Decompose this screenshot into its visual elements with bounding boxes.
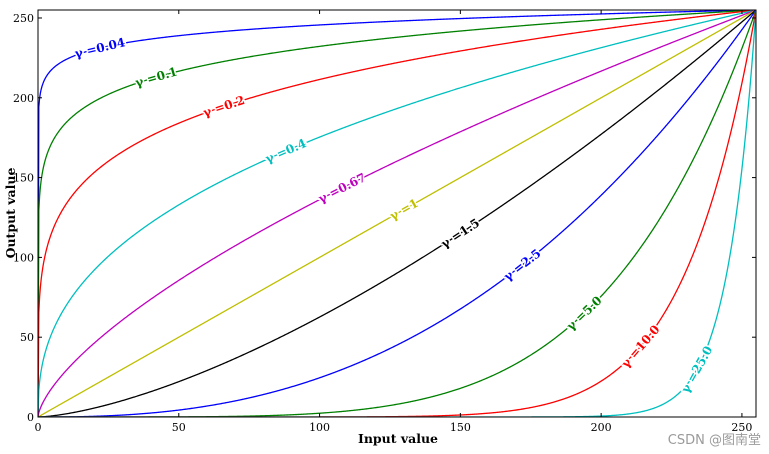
x-tick-label: 250 — [731, 421, 752, 434]
x-tick-label: 50 — [172, 421, 186, 434]
curve-gamma-0.1 — [38, 10, 756, 417]
y-tick-label: 100 — [13, 251, 34, 264]
curve-label: γ =0.1 — [134, 64, 179, 89]
curve-gamma-0.4 — [38, 10, 756, 417]
plot-frame — [37, 9, 757, 418]
curve-label: γ =25.0 — [678, 344, 715, 396]
y-axis-title: Output value — [3, 168, 18, 259]
y-tick-label: 0 — [27, 411, 34, 424]
curve-gamma-1 — [38, 10, 756, 417]
curve-label: γ =2.5 — [501, 246, 543, 284]
y-tick-label: 150 — [13, 172, 34, 185]
curve-gamma-25 — [38, 10, 756, 417]
curve-gamma-0.2 — [38, 10, 756, 417]
curve-gamma-1.5 — [38, 10, 756, 417]
x-tick-label: 0 — [35, 421, 42, 434]
curve-label: γ =0.04 — [73, 35, 126, 61]
curve-gamma-0.04 — [38, 10, 756, 417]
curve-label: γ =0.4 — [263, 136, 308, 166]
x-axis-title: Input value — [358, 431, 438, 446]
x-tick-label: 100 — [309, 421, 330, 434]
x-tick-label: 200 — [591, 421, 612, 434]
x-tick-label: 150 — [450, 421, 471, 434]
y-tick-label: 50 — [20, 331, 34, 344]
curve-label: γ =0.2 — [201, 93, 246, 120]
curve-label: γ =0.67 — [316, 170, 368, 206]
curve-gamma-0.67 — [38, 10, 756, 417]
curve-label: γ =5.0 — [564, 293, 605, 333]
curve-label: γ =1.5 — [439, 216, 483, 251]
y-tick-label: 250 — [13, 12, 34, 25]
curve-gamma-2.5 — [38, 10, 756, 417]
y-tick-label: 200 — [13, 92, 34, 105]
watermark: CSDN @图南堂 — [667, 433, 761, 448]
curve-label: γ =1 — [387, 196, 420, 223]
curve-label: γ =10.0 — [619, 322, 663, 370]
